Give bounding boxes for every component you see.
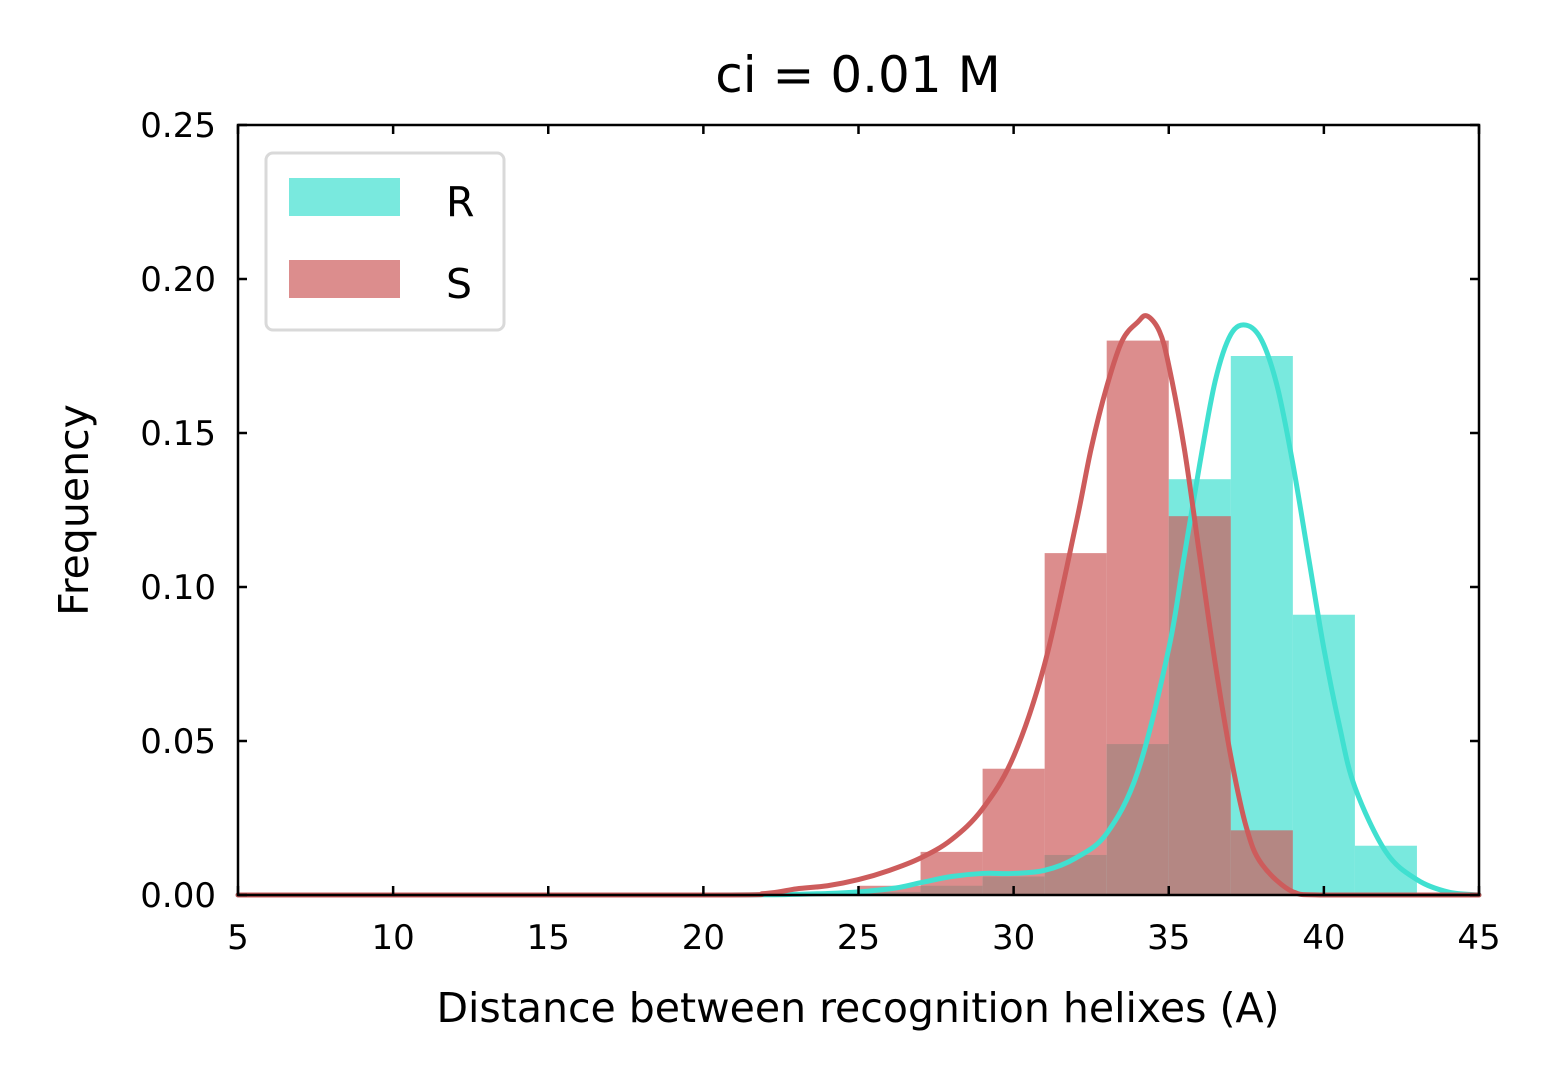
x-tick-label: 30 [992,918,1035,958]
legend-label-r: R [446,178,475,226]
chart-title: ci = 0.01 M [715,46,1000,104]
x-tick-label: 10 [371,918,414,958]
histogram-bar-s-12 [982,768,1045,895]
y-tick-label: 0.00 [140,876,216,916]
legend-swatch-r [289,178,400,216]
legend: R S [264,151,506,332]
kde-curve-s [235,313,1482,898]
y-tick-label: 0.20 [140,260,216,300]
y-tick-labels: 0.00 0.05 0.10 0.15 0.20 0.25 [140,106,216,916]
x-tick-label: 35 [1147,918,1190,958]
x-tick-label: 40 [1302,918,1345,958]
y-tick-label: 0.10 [140,568,216,608]
x-axis-title: Distance between recognition helixes (A) [436,984,1279,1032]
x-tick-label: 25 [837,918,880,958]
y-tick-label: 0.05 [140,722,216,762]
histogram-bar-s-14 [1106,340,1169,896]
x-tick-label: 15 [527,918,570,958]
kde-curve-r [235,322,1482,898]
x-tick-label: 45 [1457,918,1500,958]
x-tick-labels: 5 10 15 20 25 30 35 40 45 [227,918,1500,958]
kde-layer [235,313,1482,898]
y-tick-label: 0.25 [140,106,216,146]
histogram-bar-r-6 [1230,356,1293,895]
legend-label-s: S [446,260,472,308]
ticks-layer [236,123,1481,897]
y-axis-title: Frequency [50,404,98,616]
y-tick-label: 0.15 [140,414,216,454]
x-tick-label: 5 [227,918,249,958]
legend-swatch-s [289,260,400,298]
x-tick-label: 20 [682,918,725,958]
